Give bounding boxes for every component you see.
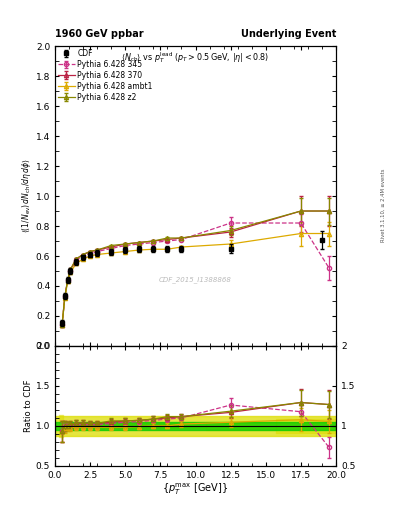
Y-axis label: $\langle(1/N_\mathrm{ev})\,dN_\mathrm{ch}/d\eta\,d\phi\rangle$: $\langle(1/N_\mathrm{ev})\,dN_\mathrm{ch… [20, 159, 33, 233]
Legend: CDF, Pythia 6.428 345, Pythia 6.428 370, Pythia 6.428 ambt1, Pythia 6.428 z2: CDF, Pythia 6.428 345, Pythia 6.428 370,… [57, 48, 154, 103]
X-axis label: $\{p_T^\mathrm{max}\ [\mathrm{GeV}]\}$: $\{p_T^\mathrm{max}\ [\mathrm{GeV}]\}$ [162, 481, 229, 497]
Text: 1960 GeV ppbar: 1960 GeV ppbar [55, 29, 144, 38]
Text: Rivet 3.1.10, ≥ 2.4M events: Rivet 3.1.10, ≥ 2.4M events [381, 168, 386, 242]
Text: $\langle N_\mathrm{ch}\rangle$ vs $p_T^\mathrm{lead}$ ($p_T > 0.5\,\mathrm{GeV},: $\langle N_\mathrm{ch}\rangle$ vs $p_T^\… [121, 51, 270, 66]
Y-axis label: Ratio to CDF: Ratio to CDF [24, 380, 33, 432]
Text: Underlying Event: Underlying Event [241, 29, 336, 38]
Text: CDF_2015_I1388868: CDF_2015_I1388868 [159, 276, 232, 283]
